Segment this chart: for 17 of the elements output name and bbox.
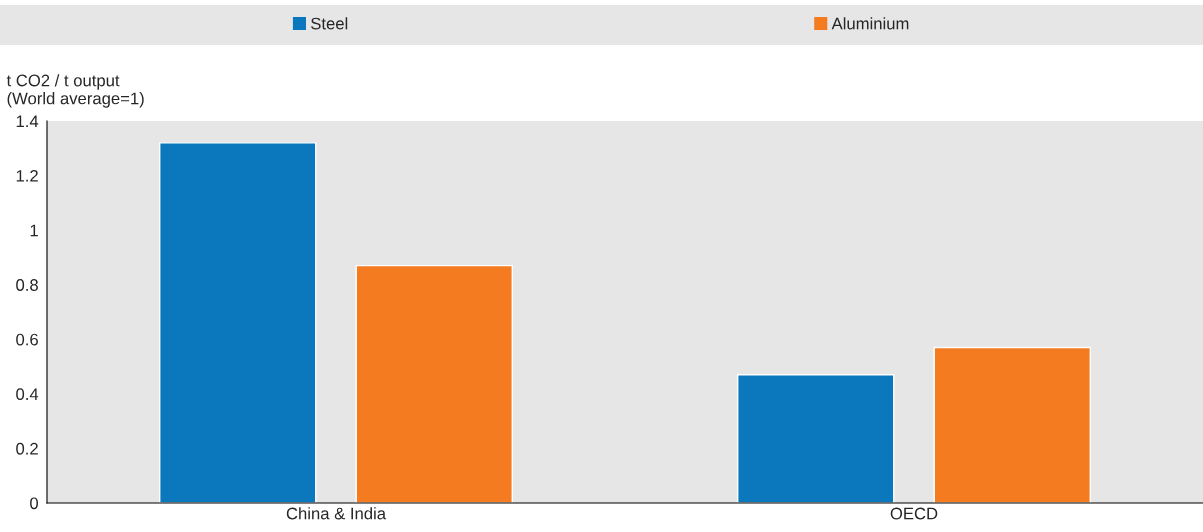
legend-label: Aluminium bbox=[831, 17, 909, 30]
y-tick-label: 0 bbox=[30, 497, 39, 510]
y-tick-label: 1 bbox=[30, 224, 38, 237]
bar bbox=[355, 264, 513, 503]
y-tick-label: 1.2 bbox=[16, 169, 38, 182]
x-tick-label: China & India bbox=[286, 507, 387, 520]
y-tick-label: 0.2 bbox=[16, 442, 38, 455]
y-tick-label: 0.8 bbox=[16, 279, 38, 291]
bar bbox=[933, 346, 1091, 503]
legend-label: Steel bbox=[311, 17, 348, 30]
y-tick-label: 0.6 bbox=[16, 333, 38, 346]
y-axis-title: t CO2 / t output (World average=1) bbox=[6, 74, 144, 108]
bar bbox=[737, 374, 895, 503]
bar bbox=[159, 142, 317, 503]
y-tick-label: 0.4 bbox=[16, 388, 39, 401]
y-tick-label: 1.4 bbox=[16, 115, 39, 128]
x-tick-label: OECD bbox=[890, 507, 938, 520]
